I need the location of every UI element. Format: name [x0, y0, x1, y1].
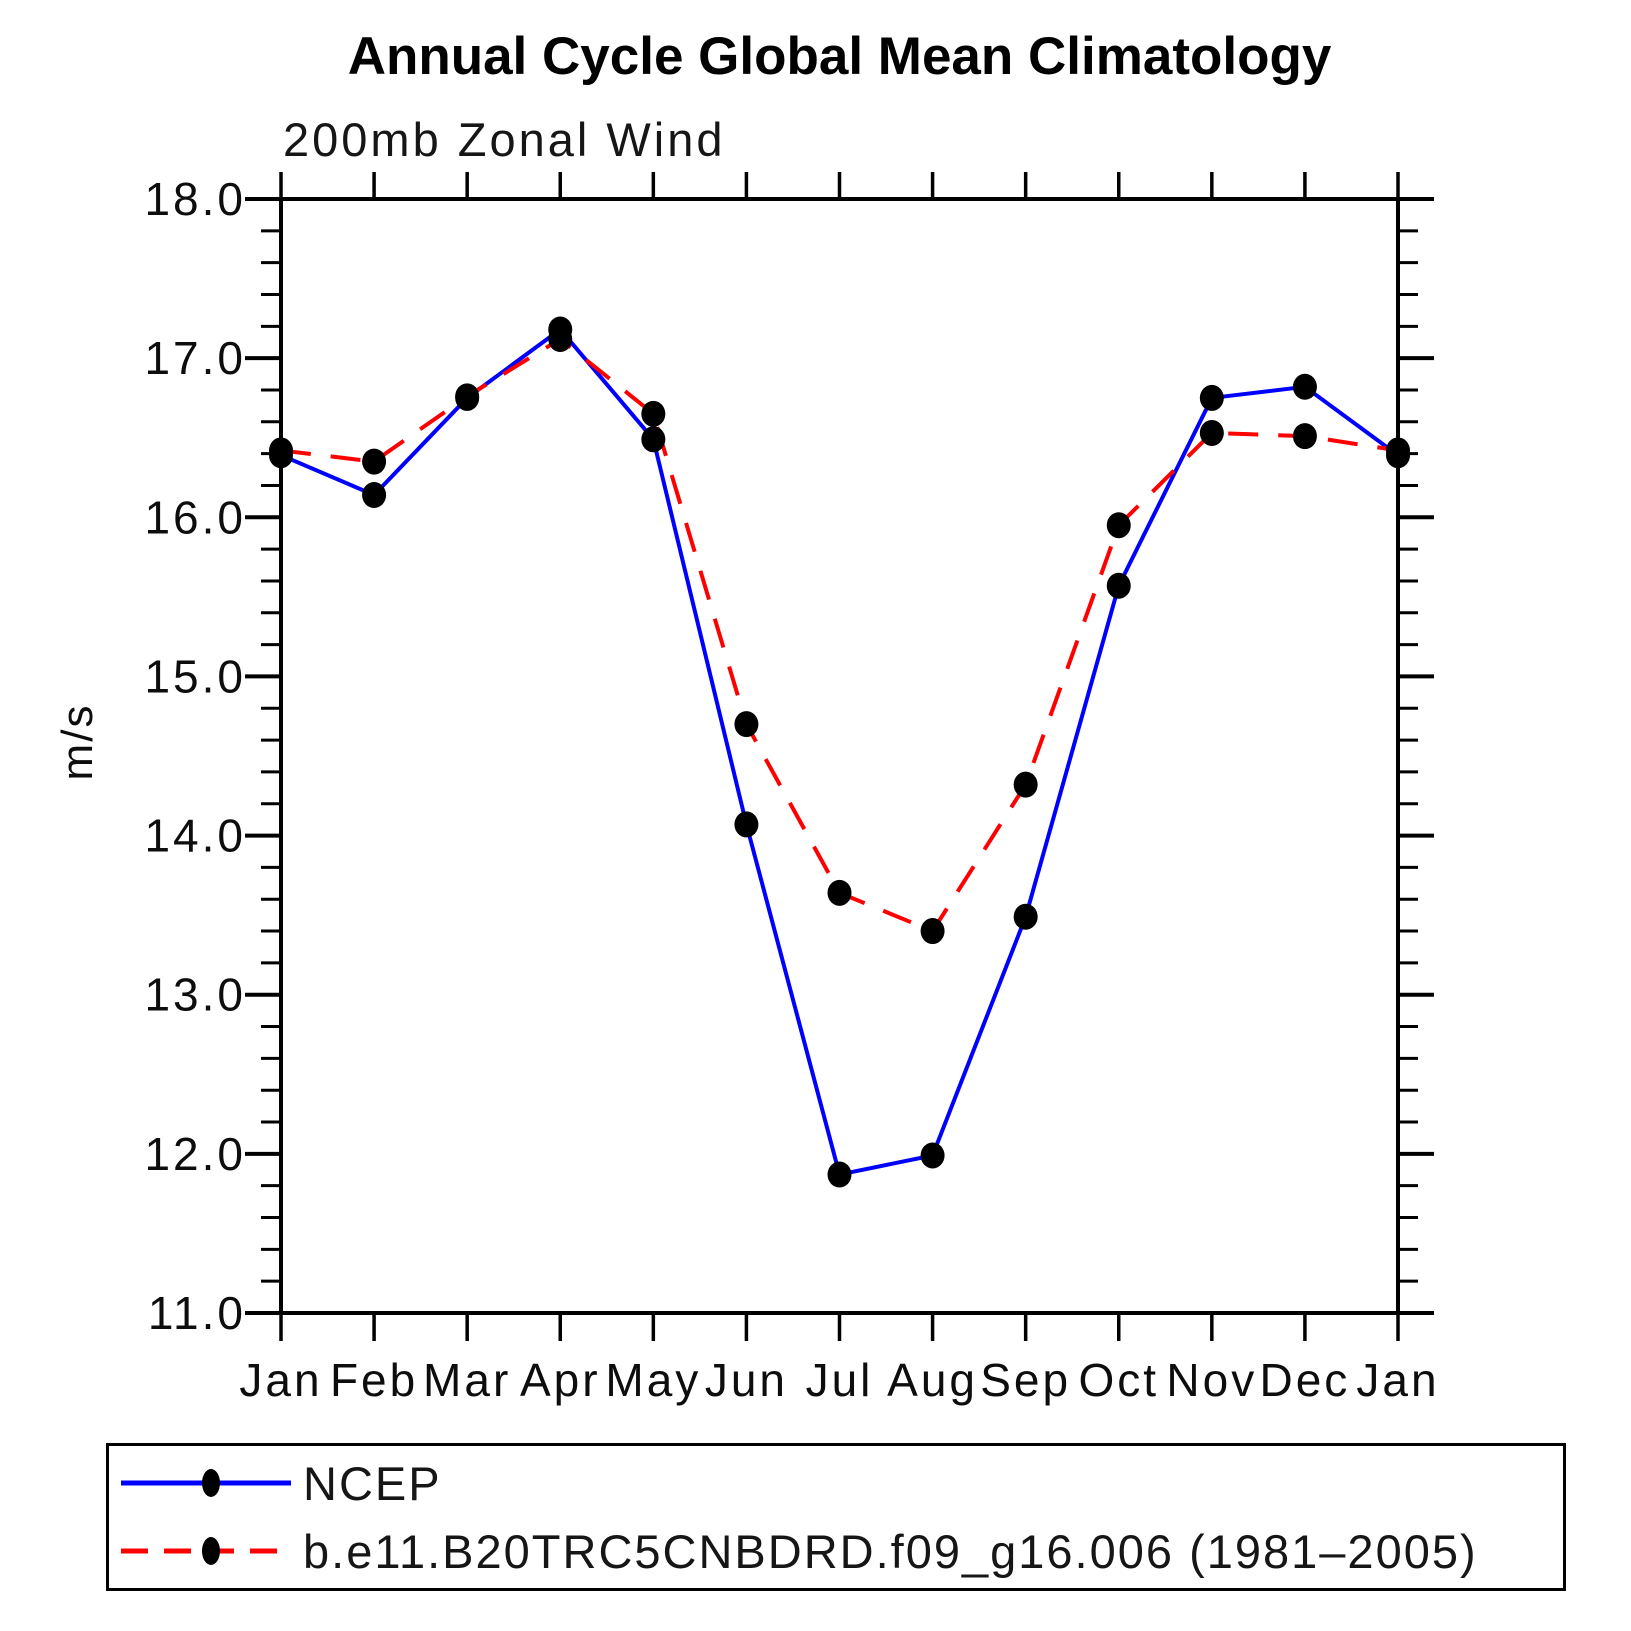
x-tick-label: Mar: [423, 1354, 511, 1406]
chart-title: Annual Cycle Global Mean Climatology: [347, 27, 1332, 86]
y-tick-label: 11.0: [148, 1287, 246, 1339]
data-point: [641, 400, 666, 427]
x-tick-label: Jun: [705, 1354, 788, 1406]
legend-label-model: b.e11.B20TRC5CNBDRD.f09_g16.006 (1981–20…: [303, 1524, 1478, 1578]
data-point: [548, 326, 573, 353]
y-tick-label: 18.0: [144, 173, 246, 225]
y-tick-label: 14.0: [144, 810, 246, 862]
series-line-1: [280, 336, 1399, 934]
y-tick-label: 17.0: [144, 332, 246, 384]
model-sample-marker: [202, 1537, 220, 1565]
data-point: [269, 437, 293, 464]
data-point: [734, 711, 759, 738]
data-point: [1199, 384, 1224, 411]
data-point: [362, 448, 387, 475]
x-tick-label: Sep: [980, 1354, 1071, 1406]
ncep-line-sample: [121, 1469, 291, 1497]
x-tick-label: Jan: [1356, 1354, 1439, 1406]
data-point: [1292, 373, 1317, 400]
chart-subtitle: 200mb Zonal Wind: [283, 113, 726, 166]
data-point: [455, 383, 480, 410]
plot-box: [279, 197, 1400, 1315]
model-line-sample: [121, 1537, 291, 1565]
x-tick-label: Apr: [520, 1354, 601, 1406]
data-point: [920, 1142, 945, 1169]
data-point: [734, 811, 759, 838]
series-markers-1: [269, 326, 1410, 945]
y-tick-label: 12.0: [144, 1128, 246, 1180]
x-tick-label: Aug: [887, 1354, 978, 1406]
series-line-0: [280, 326, 1400, 1177]
data-point: [1292, 423, 1317, 450]
data-point: [1106, 572, 1131, 599]
y-tick-label: 15.0: [144, 650, 246, 702]
x-tick-label: May: [605, 1354, 701, 1406]
x-tick-label: Dec: [1260, 1354, 1351, 1406]
ncep-sample-marker: [202, 1469, 220, 1497]
legend-label-ncep: NCEP: [303, 1456, 442, 1510]
data-point: [827, 1161, 852, 1188]
data-point: [1013, 903, 1038, 930]
x-tick-label: Feb: [330, 1354, 418, 1406]
y-tick-label: 16.0: [144, 491, 246, 543]
data-point: [1013, 771, 1038, 798]
legend-item-model: b.e11.B20TRC5CNBDRD.f09_g16.006 (1981–20…: [119, 1520, 1563, 1582]
data-point: [1199, 419, 1224, 446]
legend: NCEP b.e11.B20TRC5CNBDRD.f09_g16.006 (19…: [106, 1443, 1566, 1591]
axis-ticks: [245, 172, 1434, 1341]
x-tick-label: Jan: [239, 1354, 322, 1406]
data-point: [1386, 437, 1410, 464]
legend-item-ncep: NCEP: [119, 1452, 1563, 1514]
data-point: [641, 426, 666, 453]
y-tick-label: 13.0: [144, 969, 246, 1021]
data-point: [827, 879, 852, 906]
series-markers-0: [269, 316, 1410, 1188]
data-point: [1106, 512, 1131, 539]
y-axis-label: m/s: [53, 704, 102, 781]
x-tick-label: Nov: [1166, 1354, 1257, 1406]
data-point: [920, 918, 945, 945]
x-tick-label: Jul: [806, 1354, 874, 1406]
data-point: [362, 482, 387, 509]
x-tick-label: Oct: [1078, 1354, 1159, 1406]
